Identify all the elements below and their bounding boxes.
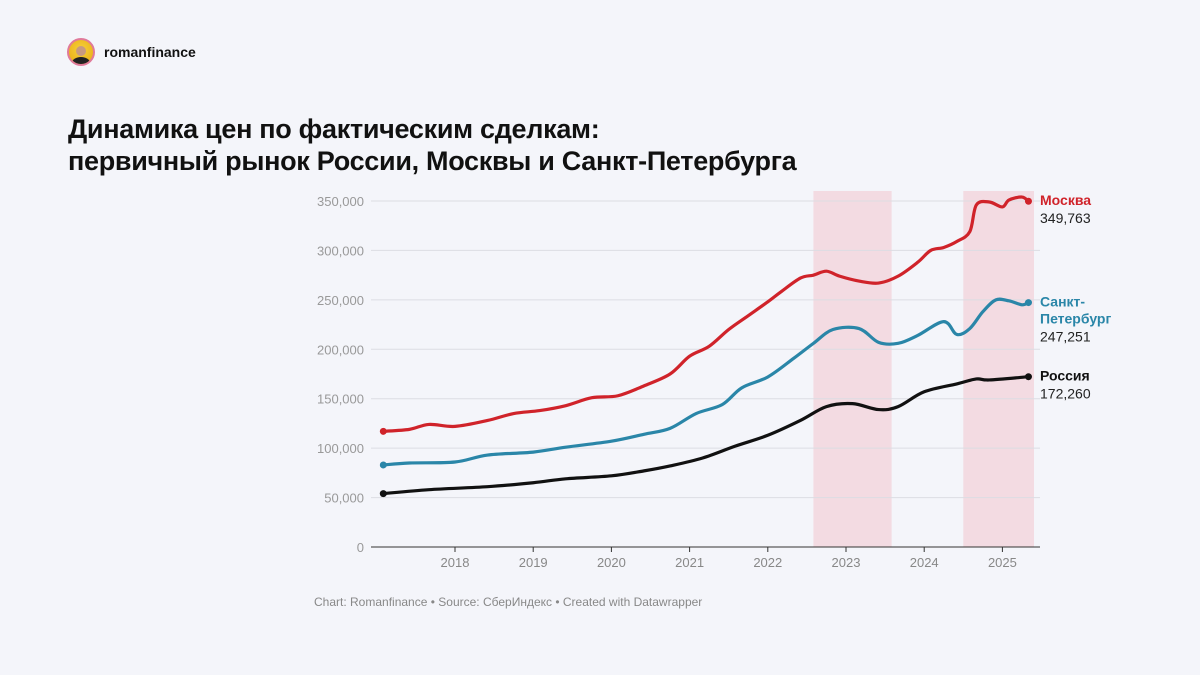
y-tick-label: 0 [357,540,364,555]
series-label-name: Россия [1040,368,1090,384]
series-end-dot [1024,197,1032,205]
x-tick-label: 2022 [753,555,782,570]
series-end-dot [1024,373,1032,381]
shaded-period-0 [813,191,892,547]
y-tick-label: 150,000 [317,392,364,407]
x-tick-label: 2018 [441,555,470,570]
x-tick-label: 2019 [519,555,548,570]
shaded-period-1 [963,191,1034,547]
chart-footer: Chart: Romanfinance • Source: СберИндекс… [314,595,703,609]
x-tick-label: 2020 [597,555,626,570]
brand-name: romanfinance [104,44,196,60]
series-label-value: 349,763 [1040,210,1091,226]
y-tick-label: 300,000 [317,243,364,258]
series-label-name: Санкт- [1040,294,1085,310]
brand: romanfinance [67,38,196,66]
series-start-dot [379,461,387,469]
series-start-dot [379,427,387,435]
series-label-name: Москва [1040,192,1091,208]
series-label-value: 172,260 [1040,386,1091,402]
x-tick-label: 2024 [910,555,939,570]
y-tick-label: 200,000 [317,342,364,357]
author-avatar [67,38,95,66]
x-tick-label: 2021 [675,555,704,570]
y-tick-label: 350,000 [317,194,364,209]
series-label-value: 247,251 [1040,329,1091,345]
series-line-0 [381,195,1031,433]
series-start-dot [379,490,387,498]
title-line-2: первичный рынок России, Москвы и Санкт-П… [68,146,797,176]
series-line-2 [381,375,1031,496]
x-tick-label: 2025 [988,555,1017,570]
y-tick-label: 50,000 [324,491,364,506]
title-line-1: Динамика цен по фактическим сделкам: [68,114,600,144]
series-line-1 [381,297,1031,467]
y-tick-label: 100,000 [317,441,364,456]
y-tick-label: 250,000 [317,293,364,308]
x-tick-label: 2023 [832,555,861,570]
series-label-name: Петербург [1040,311,1111,327]
series-end-dot [1024,299,1032,307]
chart-title: Динамика цен по фактическим сделкам: пер… [68,113,797,177]
